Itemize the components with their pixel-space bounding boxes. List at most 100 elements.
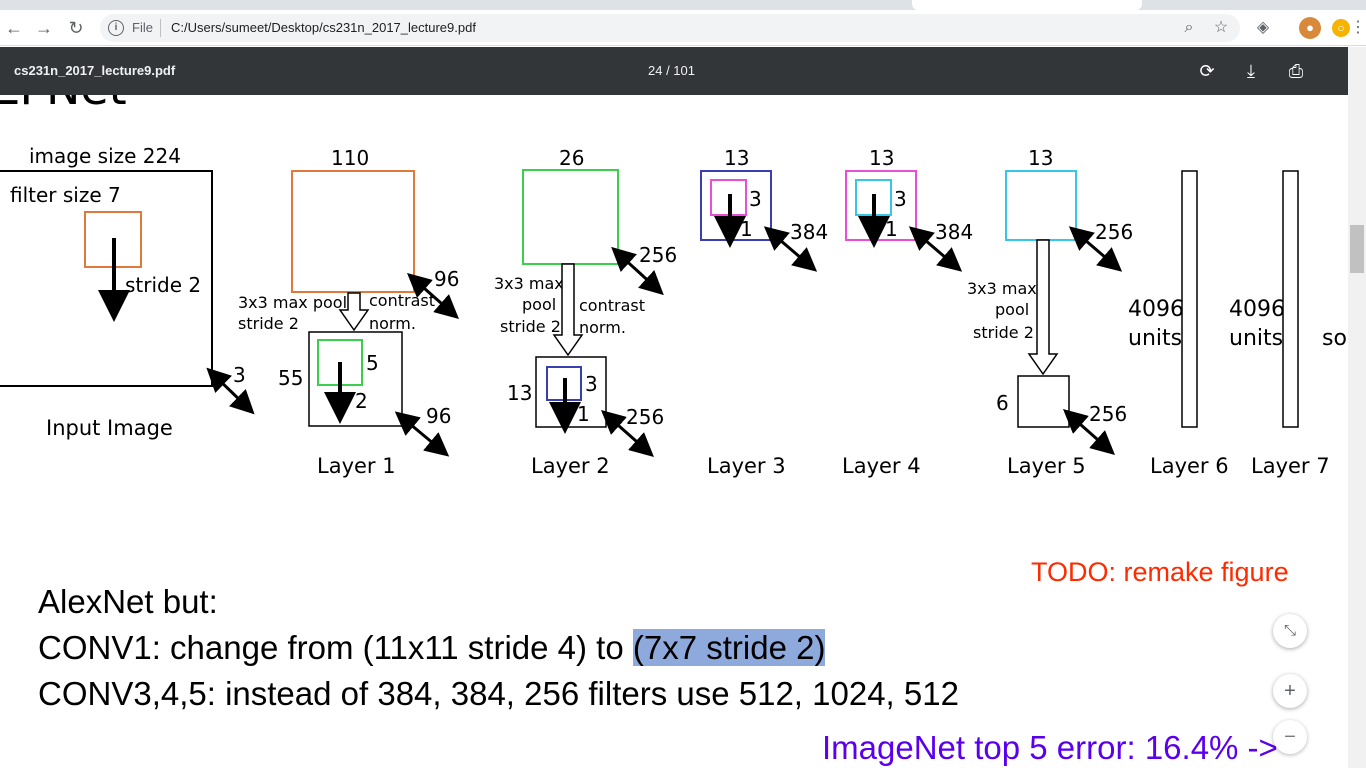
input-size-label: image size 224 [29, 144, 181, 168]
zfnet-diagram: ZFNet image size 224 filter size 7 strid… [0, 95, 1347, 478]
layer2-pool-arrow [552, 263, 584, 357]
layer1-stride-label: 2 [355, 389, 368, 413]
layer3-kernel-label: 3 [749, 187, 762, 211]
layer5-small-size: 6 [996, 391, 1009, 415]
layer2-caption: Layer 2 [531, 454, 610, 478]
layer1-pool-label-1: 3x3 max pool [238, 293, 347, 312]
file-label: File [132, 20, 153, 35]
layer1-small-depth-arrow [394, 411, 450, 457]
layer2-pool-label-1: 3x3 max [494, 274, 564, 293]
layer7-units-label: units [1229, 326, 1283, 351]
layer1-caption: Layer 1 [317, 454, 396, 478]
back-icon[interactable]: ← [5, 18, 23, 38]
layer1-pool-label-2: stride 2 [238, 314, 299, 333]
layer1-depth-arrow [407, 273, 459, 319]
fit-page-button[interactable]: ⤡ [1273, 614, 1307, 648]
pdf-title: cs231n_2017_lecture9.pdf [14, 63, 176, 78]
url-box[interactable]: i File C:/Users/sumeet/Desktop/cs231n_20… [100, 14, 1240, 42]
layer7-caption: Layer 7 [1251, 454, 1330, 478]
heading-fragment: ZFNet [0, 95, 127, 115]
layer1-small-depth-label: 96 [426, 404, 451, 428]
layer2-norm-label-2: norm. [579, 318, 626, 337]
avatar[interactable]: ● [1299, 17, 1321, 39]
bullet-line-3: CONV3,4,5: instead of 384, 384, 256 filt… [38, 675, 959, 712]
layer5-pool-label-3: stride 2 [973, 323, 1034, 342]
notification-icon[interactable]: ○ [1332, 19, 1350, 37]
layer4-depth-label: 384 [935, 220, 973, 244]
zoom-icon[interactable]: ⌕ [1184, 19, 1194, 36]
layer5-top-label: 13 [1028, 146, 1053, 170]
tab-strip [0, 0, 1366, 10]
layer1-norm-label-1: contrast [369, 291, 435, 310]
layer2-depth-label: 256 [639, 243, 677, 267]
input-depth-label: 3 [233, 363, 246, 387]
layer2-pool-label-2: pool [522, 295, 556, 314]
layer2-kernel-label: 3 [585, 372, 598, 396]
layer3-depth-arrow [763, 226, 818, 272]
layer5-box [1005, 170, 1077, 241]
layer2-pool-label-3: stride 2 [500, 317, 561, 336]
input-filter-label: filter size 7 [10, 183, 121, 207]
input-image-box [0, 170, 213, 387]
scrollbar-thumb[interactable] [1350, 225, 1364, 273]
scrollbar[interactable] [1348, 47, 1366, 768]
bullet-line-1: AlexNet but: [38, 583, 218, 620]
layer5-pool-label-1: 3x3 max [967, 279, 1037, 298]
browser-tab[interactable] [912, 0, 1142, 10]
bullet-line-2-text: CONV1: change from (11x11 stride 4) to [38, 629, 633, 666]
info-icon[interactable]: i [108, 20, 124, 36]
imagenet-error-text: ImageNet top 5 error: 16.4% -> [822, 729, 1278, 766]
reload-icon[interactable]: ↻ [68, 18, 84, 38]
layer1-norm-label-2: norm. [369, 314, 416, 333]
url-text[interactable]: C:/Users/sumeet/Desktop/cs231n_2017_lect… [171, 20, 476, 35]
layer1-kernel-label: 5 [366, 351, 379, 375]
layer7-units-value: 4096 [1229, 297, 1285, 322]
layer3-depth-label: 384 [790, 220, 828, 244]
layer5-caption: Layer 5 [1007, 454, 1086, 478]
layer5-depth-arrow [1068, 226, 1123, 272]
layer4-depth-arrow [908, 226, 963, 272]
layer1-pool-arrow [338, 292, 370, 332]
pdf-toolbar: cs231n_2017_lecture9.pdf 24 / 101 ⟳ ⤓ ⎙ [0, 47, 1348, 95]
layer6-bar [1181, 170, 1198, 428]
layer5-small-depth-arrow [1063, 409, 1115, 455]
bullet-line-2: CONV1: change from (11x11 stride 4) to (… [38, 629, 826, 667]
softmax-cut-label: so [1322, 326, 1347, 351]
rotate-icon[interactable]: ⟳ [1199, 61, 1215, 81]
layer3-caption: Layer 3 [707, 454, 786, 478]
layer2-stride-label: 1 [577, 402, 590, 426]
zoom-out-button[interactable]: − [1273, 720, 1307, 754]
layer5-pool-arrow [1027, 239, 1059, 376]
layer3-top-label: 13 [724, 146, 749, 170]
layer7-bar [1282, 170, 1299, 428]
star-icon[interactable]: ☆ [1213, 19, 1229, 36]
layer2-small-depth-label: 256 [626, 405, 664, 429]
layer1-depth-label: 96 [434, 267, 459, 291]
layer2-small-size: 13 [507, 381, 532, 405]
layer1-top-label: 110 [331, 146, 369, 170]
input-caption: Input Image [46, 416, 173, 440]
layer2-big-box [522, 169, 619, 265]
menu-icon[interactable]: ⋮ [1350, 19, 1366, 36]
layer5-small-box [1017, 375, 1070, 428]
layer2-top-label: 26 [559, 146, 584, 170]
layer2-norm-label-1: contrast [579, 296, 645, 315]
address-bar: ← → ↻ i File C:/Users/sumeet/Desktop/cs2… [0, 10, 1366, 46]
layer2-small-depth-arrow [601, 410, 654, 457]
layer6-units-label: units [1128, 326, 1182, 351]
layer4-kernel-label: 3 [894, 187, 907, 211]
layer4-top-label: 13 [869, 146, 894, 170]
extension-icon[interactable]: ◈ [1256, 19, 1270, 36]
layer5-small-depth-label: 256 [1089, 402, 1127, 426]
layer3-stride-label: 1 [740, 217, 753, 241]
todo-note: TODO: remake figure [1031, 557, 1289, 587]
print-icon[interactable]: ⎙ [1288, 61, 1304, 81]
forward-icon[interactable]: → [35, 18, 53, 38]
download-icon[interactable]: ⤓ [1247, 61, 1255, 81]
input-depth-arrow [206, 367, 255, 415]
page-indicator[interactable]: 24 / 101 [648, 63, 695, 78]
zoom-in-button[interactable]: + [1273, 674, 1307, 708]
layer5-pool-label-2: pool [995, 300, 1029, 319]
layer1-big-box [291, 170, 415, 293]
layer5-depth-label: 256 [1095, 220, 1133, 244]
